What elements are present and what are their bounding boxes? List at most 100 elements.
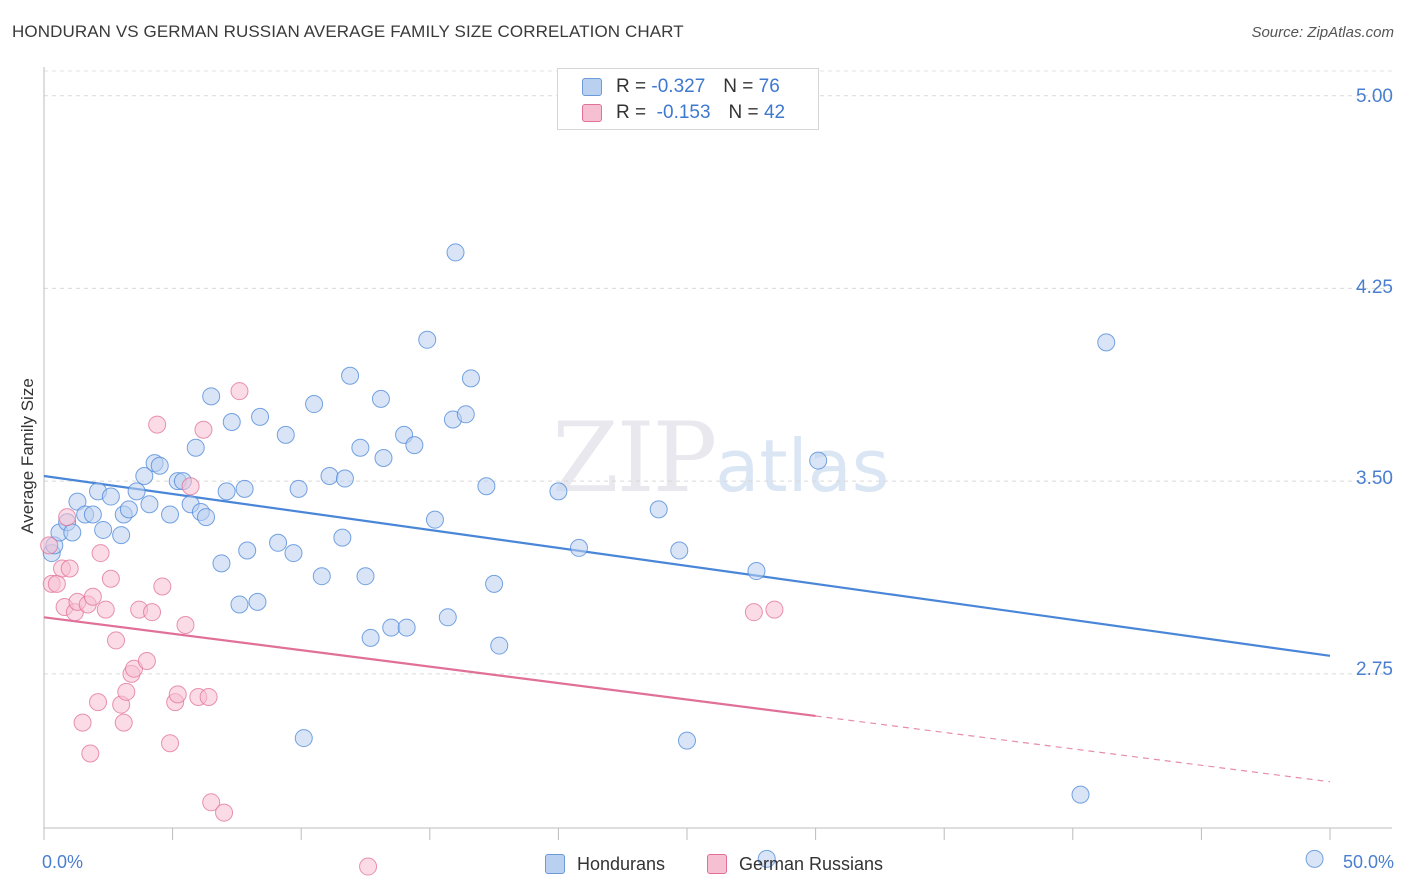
point-series-1-15[interactable] [96, 600, 115, 619]
point-series-0-69[interactable] [678, 731, 696, 750]
point-series-0-7[interactable] [83, 505, 102, 524]
point-series-1-5[interactable] [58, 508, 77, 527]
point-series-0-65[interactable] [549, 482, 568, 501]
point-series-0-61[interactable] [461, 369, 480, 388]
point-series-0-49[interactable] [371, 389, 390, 408]
point-series-1-34[interactable] [194, 420, 213, 439]
point-series-1-14[interactable] [91, 544, 110, 563]
point-series-1-6[interactable] [60, 559, 79, 578]
y-tick-label-500: 5.00 [1356, 86, 1393, 107]
point-series-0-74[interactable] [1097, 333, 1116, 352]
point-series-0-72[interactable] [809, 451, 828, 470]
point-series-0-22[interactable] [186, 438, 205, 457]
point-series-0-14[interactable] [127, 482, 146, 501]
point-series-0-43[interactable] [333, 528, 352, 547]
point-series-0-31[interactable] [235, 479, 254, 498]
point-series-0-42[interactable] [320, 466, 339, 485]
point-series-0-9[interactable] [94, 520, 113, 539]
point-series-0-75[interactable] [1305, 849, 1324, 868]
axes [43, 67, 1392, 840]
point-series-0-51[interactable] [382, 618, 401, 637]
point-series-0-26[interactable] [202, 387, 221, 406]
point-series-1-41[interactable] [765, 600, 784, 619]
point-series-0-32[interactable] [238, 541, 257, 560]
point-series-1-36[interactable] [202, 793, 221, 812]
point-series-0-63[interactable] [485, 574, 504, 593]
point-series-1-32[interactable] [181, 477, 200, 496]
point-series-1-25[interactable] [143, 603, 162, 622]
point-series-0-39[interactable] [294, 729, 313, 748]
point-series-0-38[interactable] [289, 479, 308, 498]
point-series-1-12[interactable] [83, 587, 102, 606]
point-series-1-28[interactable] [161, 734, 180, 753]
point-series-0-73[interactable] [1071, 785, 1090, 804]
point-series-1-31[interactable] [176, 616, 195, 635]
point-series-0-56[interactable] [425, 510, 444, 529]
point-series-0-40[interactable] [305, 395, 324, 414]
point-series-1-9[interactable] [73, 713, 92, 732]
point-series-0-18[interactable] [150, 456, 169, 475]
german-russians-swatch [582, 104, 602, 122]
point-series-0-68[interactable] [670, 541, 689, 560]
point-series-0-15[interactable] [135, 466, 154, 485]
point-series-1-2[interactable] [47, 574, 66, 593]
point-series-0-19[interactable] [161, 505, 180, 524]
point-series-1-0[interactable] [40, 536, 59, 555]
point-series-0-10[interactable] [101, 487, 120, 506]
point-series-0-34[interactable] [251, 407, 270, 426]
point-series-1-19[interactable] [114, 713, 133, 732]
n-value: 42 [763, 102, 786, 123]
point-series-1-13[interactable] [89, 693, 108, 712]
point-series-0-36[interactable] [276, 425, 295, 444]
point-series-0-25[interactable] [197, 508, 216, 527]
point-series-0-60[interactable] [456, 405, 475, 424]
point-series-1-27[interactable] [153, 577, 172, 596]
point-series-0-30[interactable] [230, 595, 249, 614]
point-series-1-40[interactable] [744, 603, 763, 622]
legend-item-hondurans[interactable]: Hondurans [545, 852, 665, 876]
legend-item-german-russians[interactable]: German Russians [707, 852, 883, 876]
point-series-0-48[interactable] [361, 628, 380, 647]
point-series-0-57[interactable] [438, 608, 457, 627]
point-series-0-55[interactable] [418, 330, 437, 349]
point-series-0-67[interactable] [649, 500, 668, 519]
point-series-0-33[interactable] [248, 592, 267, 611]
point-series-0-47[interactable] [356, 567, 375, 586]
point-series-1-38[interactable] [230, 382, 249, 401]
point-series-1-16[interactable] [101, 569, 120, 588]
point-series-0-50[interactable] [374, 448, 393, 467]
point-series-0-13[interactable] [119, 500, 138, 519]
point-series-0-54[interactable] [405, 436, 424, 455]
point-series-0-71[interactable] [757, 849, 776, 868]
point-series-0-46[interactable] [351, 438, 370, 457]
point-series-1-20[interactable] [117, 682, 136, 701]
point-series-0-35[interactable] [269, 533, 288, 552]
point-series-0-16[interactable] [140, 495, 159, 514]
point-series-0-70[interactable] [747, 562, 766, 581]
point-series-1-26[interactable] [148, 415, 167, 434]
hondurans-legend-swatch [545, 854, 565, 874]
point-series-0-4[interactable] [63, 523, 82, 542]
point-series-1-24[interactable] [137, 651, 156, 670]
point-series-1-30[interactable] [168, 685, 187, 704]
point-series-0-53[interactable] [397, 618, 416, 637]
point-series-1-17[interactable] [107, 631, 126, 650]
point-series-0-41[interactable] [312, 567, 331, 586]
hondurans-legend-label: Hondurans [577, 853, 666, 874]
point-series-1-37[interactable] [215, 803, 234, 822]
point-series-0-59[interactable] [446, 243, 465, 262]
point-series-0-27[interactable] [212, 554, 231, 573]
point-series-0-11[interactable] [112, 526, 131, 545]
point-series-0-28[interactable] [217, 482, 236, 501]
correlation-stats-box: R = -0.327 N = 76 R = -0.153 N = 42 [557, 68, 819, 130]
point-series-0-66[interactable] [569, 538, 588, 557]
point-series-1-11[interactable] [81, 744, 100, 763]
point-series-0-45[interactable] [341, 366, 360, 385]
point-series-0-29[interactable] [222, 413, 241, 432]
point-series-0-64[interactable] [490, 636, 509, 655]
point-series-1-39[interactable] [359, 857, 378, 876]
point-series-0-62[interactable] [477, 477, 496, 496]
point-series-0-37[interactable] [284, 544, 303, 563]
point-series-0-44[interactable] [335, 469, 354, 488]
point-series-1-35[interactable] [199, 687, 218, 706]
